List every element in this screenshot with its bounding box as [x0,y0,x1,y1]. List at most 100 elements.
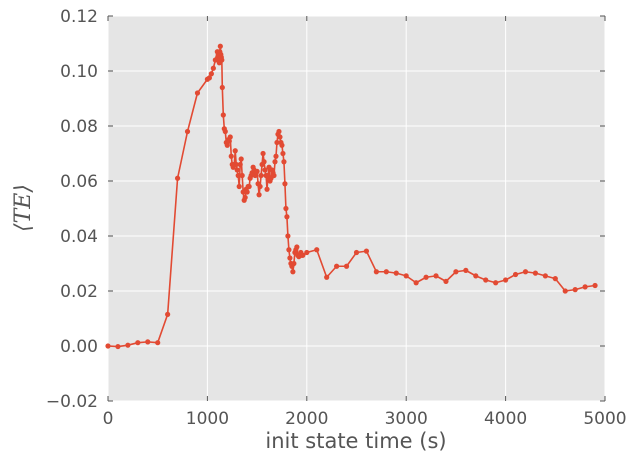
data-point [532,270,539,276]
data-point [244,189,250,195]
data-point [453,269,459,275]
data-point [324,274,330,280]
data-point [184,128,191,135]
data-point [582,284,588,290]
data-point [294,244,300,250]
y-tick-label: −0.02 [46,392,98,412]
data-point [443,278,449,284]
y-tick-label: 0.10 [60,62,98,82]
data-point [135,340,141,346]
x-tick-label: 1000 [186,409,229,429]
gridlines [107,15,606,402]
data-point [226,138,232,144]
data-point [246,183,252,190]
plot-area [108,16,605,401]
y-tick-label: 0.12 [60,7,98,27]
data-point [433,273,439,279]
data-point [237,161,243,168]
data-point [242,194,248,201]
data-point [383,269,389,275]
x-tick-label: 2000 [285,409,328,429]
data-point [115,343,121,350]
data-point [273,153,279,159]
data-point [280,150,286,157]
data-point [304,249,310,256]
y-tick-labels: −0.02 0.00 0.02 0.04 0.06 0.08 0.10 0.12 [46,7,98,412]
data-point [592,282,598,289]
data-point [235,172,241,179]
y-tick-label: 0.02 [60,282,98,302]
data-point [562,288,568,294]
data-point [194,90,201,96]
x-tick-label: 0 [103,409,114,429]
data-point [234,167,240,173]
data-point [512,271,519,278]
data-point [286,247,292,253]
data-point [285,233,291,239]
data-point [281,159,287,165]
data-point [238,156,244,162]
data-point [463,267,469,273]
data-point [483,277,489,283]
data-point [552,276,558,282]
data-point [210,65,216,71]
x-tick-label: 5000 [583,409,626,429]
data-point [227,134,233,140]
x-axis-title: init state time (s) [265,429,446,453]
y-tick-label: 0.00 [60,337,98,357]
data-point [373,269,379,275]
data-point [145,339,151,345]
y-tick-label: 0.06 [60,172,98,192]
data-point [274,139,280,146]
data-point [473,273,479,279]
data-point [287,255,293,261]
data-point [222,128,228,135]
data-point [236,183,242,190]
data-point [334,263,340,269]
data-point [155,340,161,346]
data-point [503,277,509,283]
y-tick-label: 0.04 [60,227,98,247]
data-point [220,112,226,118]
x-tick-labels: 0 1000 2000 3000 4000 5000 [103,409,627,429]
x-tick-label: 3000 [385,409,428,429]
data-point [276,128,282,135]
data-point [314,247,320,253]
y-axis-title: ⟨TE⟩ [11,184,36,232]
data-point [233,161,239,168]
data-point [125,342,131,348]
data-point [277,134,283,140]
data-point [262,167,268,173]
data-point [105,343,111,349]
data-point [261,159,267,165]
data-point [393,270,399,276]
data-point [493,280,499,286]
data-point [228,153,234,159]
data-point [232,148,238,154]
data-point [174,175,181,181]
data-point [257,183,263,190]
data-point [542,273,548,279]
data-point [522,269,529,275]
data-point [208,71,214,77]
data-point [290,269,296,275]
data-point [413,280,419,286]
data-point [282,181,288,187]
data-point [219,84,225,91]
data-point [343,263,350,269]
data-point [239,172,245,179]
data-point [279,142,285,148]
data-point [291,260,297,267]
data-point [283,205,289,212]
data-point [254,168,260,174]
data-point [264,186,270,192]
data-point [272,159,278,165]
data-point [165,311,171,317]
series-layer [105,43,598,350]
data-point [572,287,578,293]
data-point [353,249,360,256]
data-point [284,214,290,220]
data-point [224,142,230,148]
data-point [217,43,223,49]
